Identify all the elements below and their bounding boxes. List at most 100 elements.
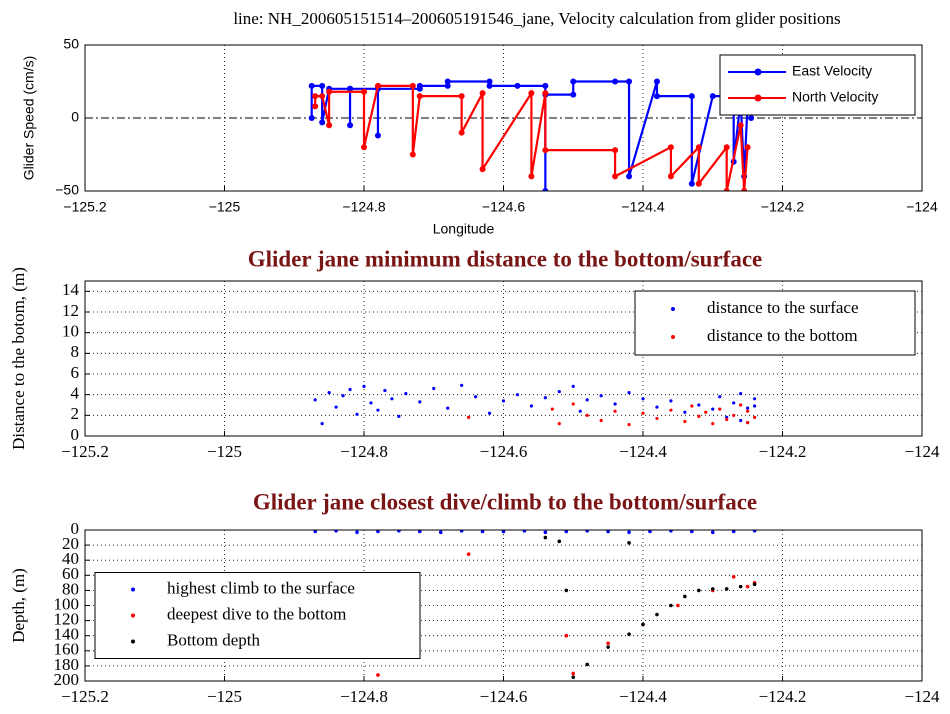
x-tick-label: −124	[904, 687, 940, 706]
data-point	[732, 413, 736, 417]
data-point	[704, 410, 708, 414]
data-point	[688, 93, 695, 100]
series-line	[314, 84, 749, 191]
data-point	[390, 397, 394, 401]
data-point	[711, 422, 715, 426]
y-tick-label: 120	[54, 610, 80, 629]
data-point	[361, 88, 367, 95]
data-point	[571, 402, 575, 406]
y-tick-label: 12	[62, 301, 79, 320]
y-tick-label: 100	[54, 594, 80, 613]
data-point	[446, 406, 450, 410]
data-point	[308, 115, 315, 121]
data-layer	[313, 383, 757, 427]
data-point	[416, 93, 423, 100]
data-point	[653, 93, 660, 100]
data-point	[697, 414, 701, 418]
y-tick-label: 200	[54, 670, 80, 689]
axes-frame	[84, 529, 923, 682]
y-axis-label: Depth, (m)	[9, 568, 28, 643]
legend-label: East Velocity	[792, 63, 872, 79]
data-point	[746, 420, 750, 425]
data-point	[409, 82, 416, 89]
data-point	[459, 530, 464, 533]
data-point	[697, 588, 701, 593]
data-point	[542, 90, 549, 97]
data-point	[731, 575, 736, 579]
data-point	[432, 386, 436, 391]
data-point	[376, 408, 380, 412]
legend-label: Bottom depth	[167, 630, 261, 649]
data-point	[376, 530, 380, 534]
data-point	[745, 584, 750, 589]
data-point	[732, 401, 736, 405]
data-point	[542, 82, 549, 89]
data-point	[487, 411, 492, 415]
data-point	[404, 392, 408, 396]
data-point	[746, 406, 750, 410]
chart-title: Glider jane closest dive/climb to the bo…	[253, 489, 757, 514]
data-point	[542, 147, 549, 154]
data-point	[362, 384, 366, 388]
data-point	[501, 399, 506, 403]
data-point	[613, 402, 617, 406]
data-point	[627, 632, 631, 636]
x-tick-label: −124.4	[619, 687, 667, 706]
data-point	[334, 530, 338, 533]
data-point	[725, 417, 729, 422]
legend-marker	[131, 639, 135, 644]
data-point	[486, 82, 493, 89]
data-point	[312, 103, 319, 110]
x-tick-label: −125.2	[61, 687, 109, 706]
legend: highest climb to the surface deepest dive…	[94, 572, 421, 659]
y-tick-label: 180	[54, 655, 80, 674]
data-point	[741, 188, 748, 191]
data-point	[369, 401, 373, 405]
data-point	[312, 93, 319, 100]
data-point	[655, 405, 659, 409]
data-point	[326, 122, 333, 129]
data-point	[606, 641, 610, 646]
data-point	[695, 144, 702, 151]
legend-box	[634, 290, 916, 356]
data-point	[543, 530, 548, 535]
data-point	[627, 530, 631, 535]
data-point	[627, 391, 631, 395]
data-point	[501, 530, 506, 534]
data-point	[738, 584, 743, 589]
data-point	[355, 530, 359, 535]
data-point	[585, 398, 589, 402]
x-tick-label: −124.2	[759, 687, 807, 706]
data-point	[648, 530, 652, 534]
data-point	[627, 541, 631, 545]
data-point	[613, 409, 617, 413]
data-point	[466, 552, 471, 556]
data-point	[641, 622, 645, 627]
data-point	[737, 122, 744, 129]
data-point	[627, 423, 631, 427]
data-point	[557, 422, 561, 426]
data-point	[319, 82, 326, 89]
y-tick-label: 10	[62, 322, 79, 341]
x-tick-label: −124.2	[761, 199, 804, 215]
data-point	[683, 594, 687, 599]
data-point	[690, 404, 694, 408]
data-point	[612, 78, 619, 85]
data-point	[724, 587, 729, 591]
data-point	[486, 78, 493, 85]
data-point	[543, 396, 547, 400]
x-tick-label: −124.4	[619, 442, 667, 461]
x-tick-label: −124.8	[342, 199, 385, 215]
x-tick-label: −125.2	[63, 199, 106, 215]
data-point	[542, 188, 549, 191]
data-point	[564, 530, 569, 534]
x-tick-label: −124.2	[759, 442, 807, 461]
data-point	[641, 411, 645, 415]
data-point	[585, 413, 589, 417]
data-point	[557, 539, 562, 544]
data-point	[383, 388, 387, 393]
y-axis-label: Glider Speed (cm/s)	[21, 56, 37, 180]
x-tick-label: −125	[209, 199, 241, 215]
data-point	[626, 78, 633, 85]
data-point	[731, 530, 736, 534]
